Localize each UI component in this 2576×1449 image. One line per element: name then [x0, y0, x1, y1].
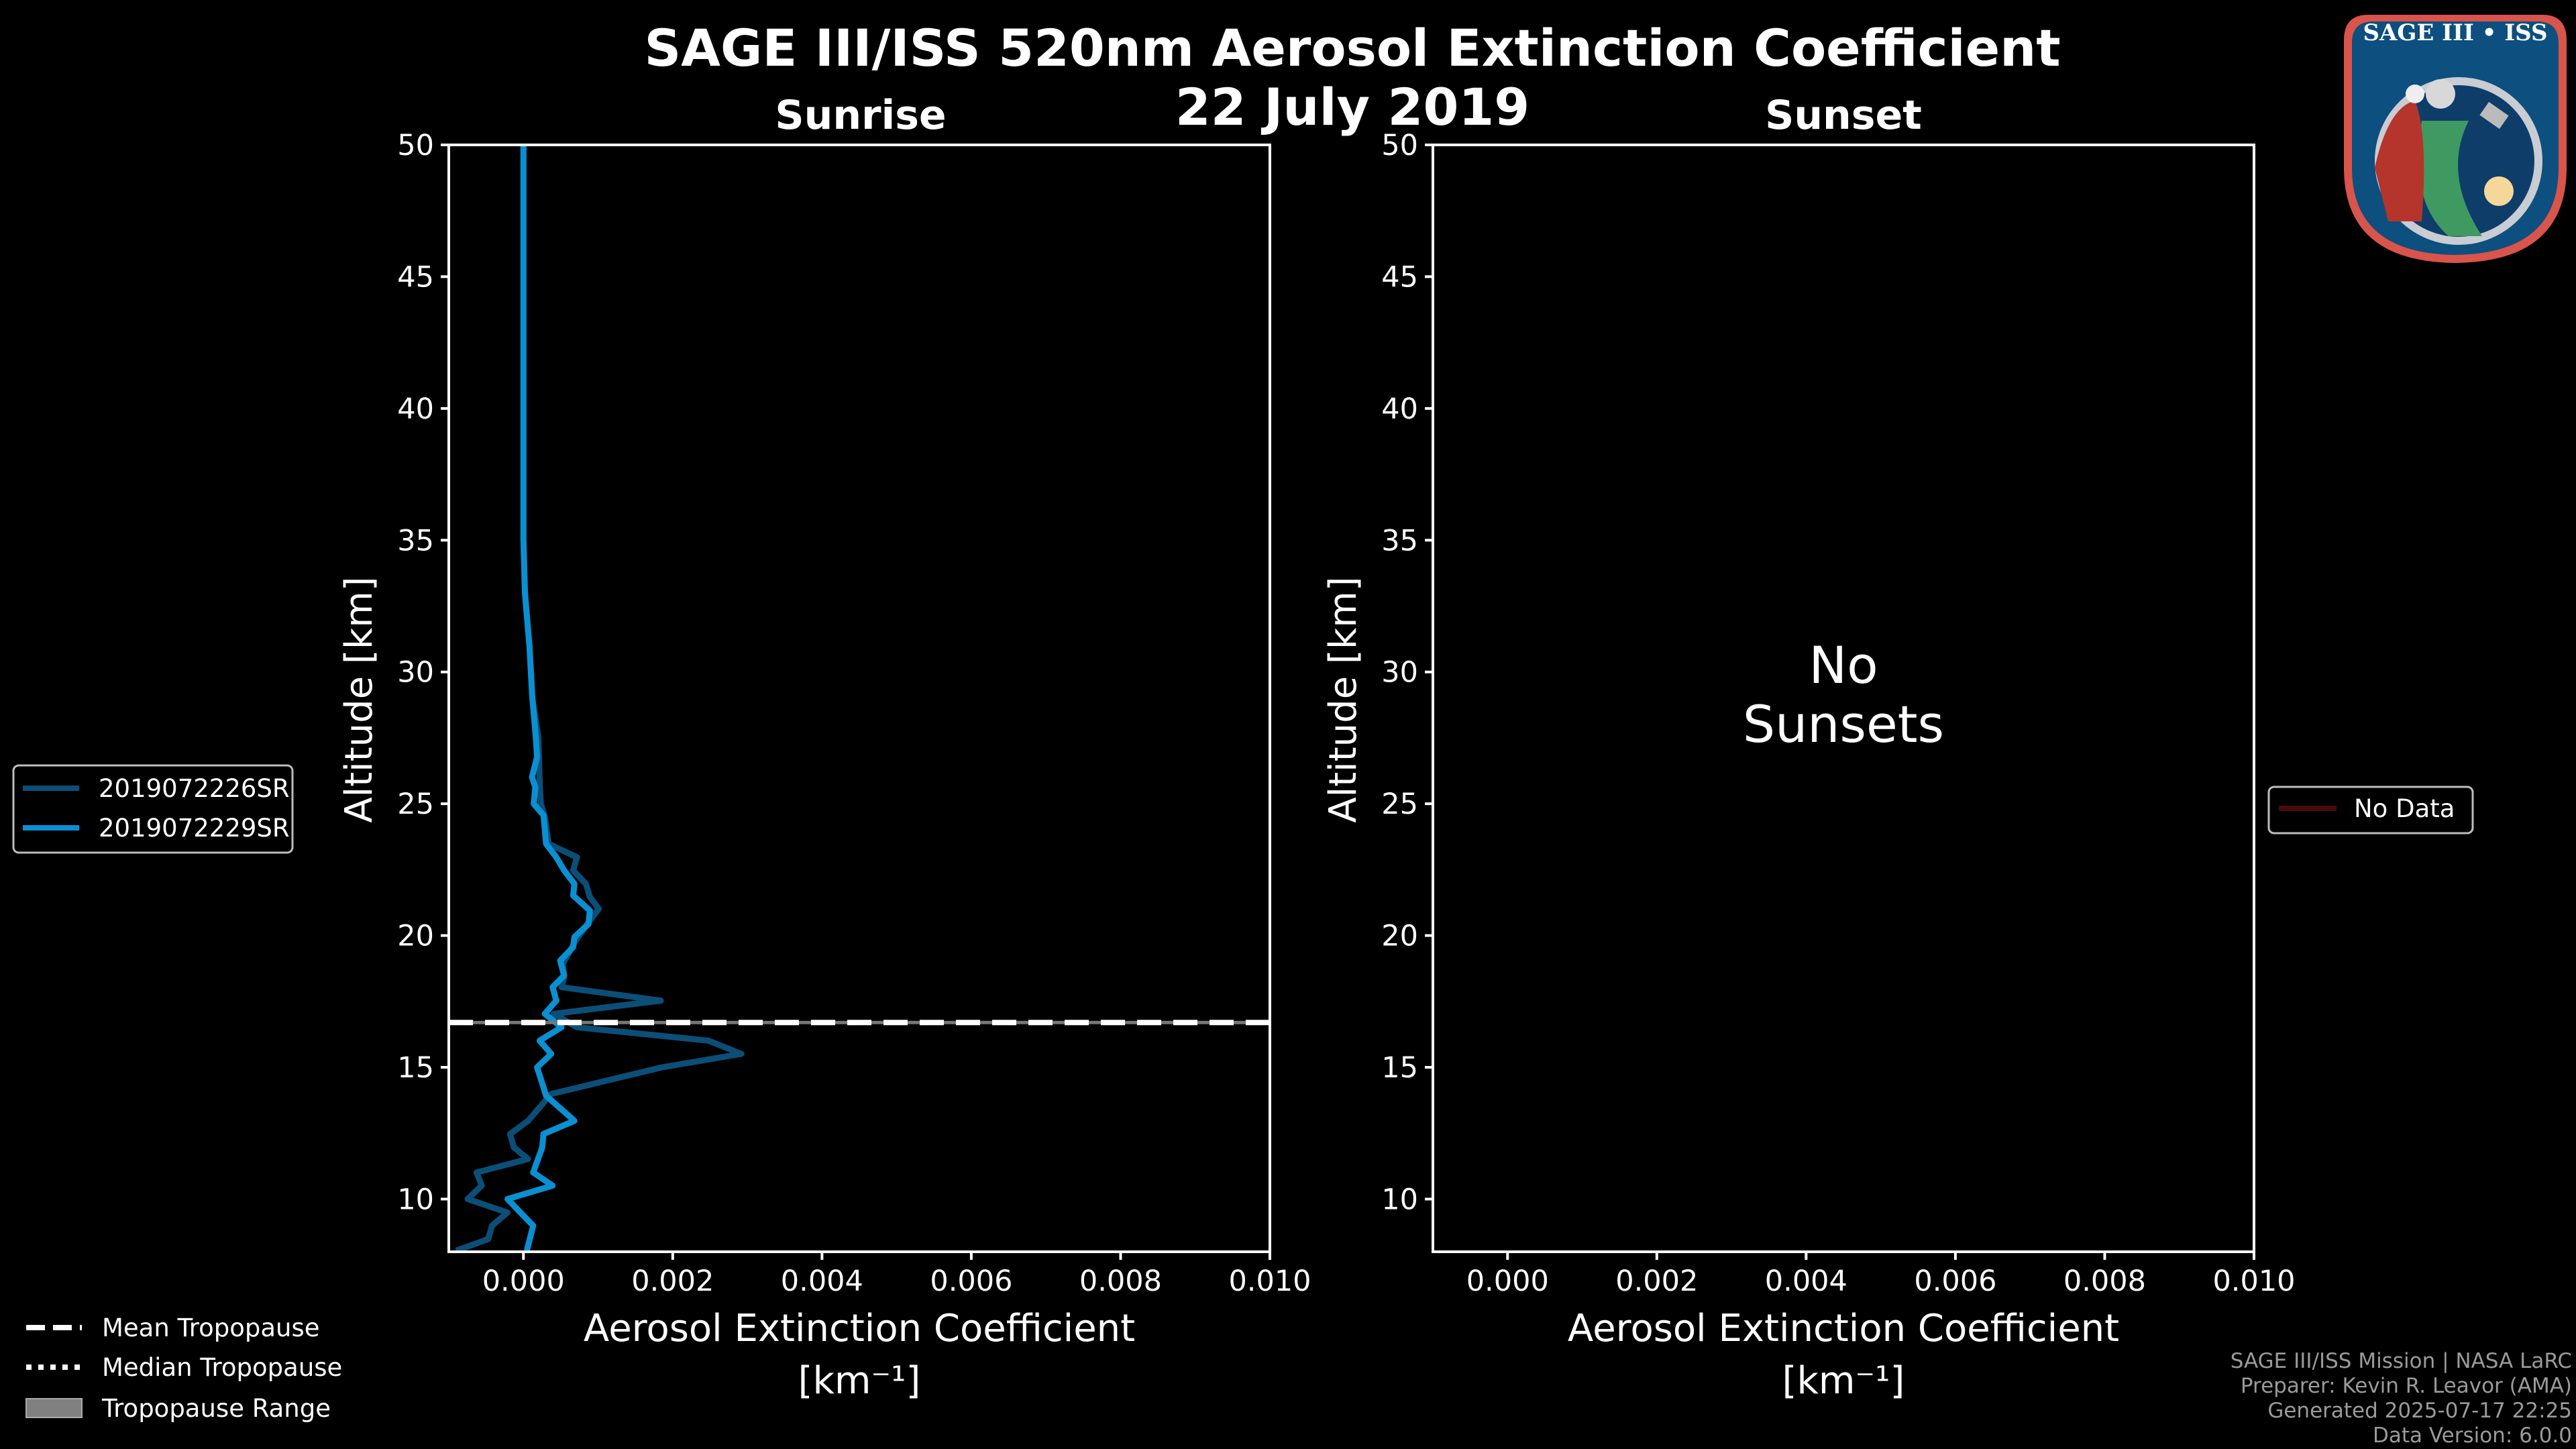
- mean-tropopause-label: Mean Tropopause: [102, 1313, 320, 1342]
- y-tick-label: 50: [1381, 129, 1418, 162]
- sunset-panel-title: Sunset: [1765, 92, 1922, 139]
- axes-frame: [1432, 144, 2255, 1253]
- x-tick-label: 0.008: [2063, 1265, 2146, 1298]
- y-axis-label: Altitude [km]: [1322, 576, 1365, 822]
- x-axis-unit: [km⁻¹]: [1782, 1359, 1905, 1403]
- x-tick-label: 0.008: [1079, 1265, 1162, 1298]
- logo-sage-figure: [2375, 101, 2424, 221]
- logo-iss: [2479, 101, 2509, 129]
- x-tick-label: 0.010: [2212, 1265, 2295, 1298]
- y-tick-label: 35: [397, 524, 434, 557]
- footer-data-version: Data Version: 6.0.0: [2373, 1424, 2572, 1448]
- y-tick-label: 25: [1381, 788, 1418, 821]
- x-axis-label: Aerosol Extinction Coefficient: [584, 1307, 1135, 1350]
- logo-title: SAGE III • ISS: [2363, 19, 2547, 46]
- y-axis-label: Altitude [km]: [337, 576, 381, 822]
- logo-moon: [2426, 79, 2455, 109]
- x-axis-label: Aerosol Extinction Coefficient: [1568, 1307, 2119, 1350]
- x-axis-unit: [km⁻¹]: [798, 1359, 921, 1403]
- x-tick-label: 0.000: [482, 1265, 565, 1298]
- logo-sun: [2484, 176, 2514, 206]
- y-tick-label: 15: [397, 1051, 434, 1085]
- x-tick-label: 0.006: [930, 1265, 1012, 1298]
- figure-title: SAGE III/ISS 520nm Aerosol Extinction Co…: [644, 18, 2060, 78]
- y-tick-label: 20: [1381, 920, 1418, 953]
- sunrise-legend: 2019072226SR 2019072229SR: [12, 764, 294, 854]
- legend-frame: [12, 764, 294, 854]
- legend-label-2019072229SR: 2019072229SR: [99, 814, 290, 843]
- y-tick-label: 45: [397, 260, 434, 294]
- y-tick-label: 25: [397, 788, 434, 821]
- y-tick-label: 50: [397, 129, 434, 162]
- x-tick-label: 0.010: [1228, 1265, 1311, 1298]
- y-tick-label: 10: [1381, 1183, 1418, 1216]
- tropopause-range-swatch: [25, 1398, 83, 1418]
- x-tick-label: 0.006: [1914, 1265, 1996, 1298]
- sage-iii-iss-mission-logo: SAGE III • ISS: [2344, 15, 2567, 263]
- sunset-legend: No Data: [2267, 786, 2474, 835]
- x-tick-label: 0.000: [1466, 1265, 1549, 1298]
- sunset-plot: 0.000 0.002 0.004 0.006 0.008 0.010 10 15 20 25 30…: [1322, 129, 2296, 1403]
- y-tick-label: 40: [397, 392, 434, 426]
- y-tick-label: 20: [397, 920, 434, 953]
- tropopause-legend: Mean Tropopause Median Tropopause Tropop…: [25, 1313, 342, 1423]
- y-tick-label: 45: [1381, 260, 1418, 294]
- figure-date: 22 July 2019: [1175, 77, 1529, 137]
- logo-earth: [2418, 121, 2482, 236]
- y-tick-label: 35: [1381, 524, 1418, 557]
- median-tropopause-label: Median Tropopause: [102, 1353, 342, 1382]
- y-tick-label: 10: [397, 1183, 434, 1216]
- x-tick-label: 0.004: [1765, 1265, 1847, 1298]
- series-line-2019072229SR: [504, 145, 593, 1252]
- legend-label-2019072226SR: 2019072226SR: [99, 774, 290, 803]
- legend-frame: [2267, 786, 2474, 835]
- x-tick-label: 0.004: [781, 1265, 863, 1298]
- y-tick-label: 15: [1381, 1051, 1418, 1085]
- sunrise-plot: 0.000 0.002 0.004 0.006 0.008 0.010 10 15 20 25 30…: [337, 129, 1311, 1403]
- y-tick-label: 30: [1381, 656, 1418, 690]
- footer-preparer: Preparer: Kevin R. Leavor (AMA): [2241, 1374, 2572, 1398]
- footer-mission: SAGE III/ISS Mission | NASA LaRC: [2231, 1349, 2572, 1373]
- x-tick-label: 0.002: [631, 1265, 714, 1298]
- footer-generated: Generated 2025-07-17 22:25: [2267, 1399, 2572, 1423]
- logo-sage-head: [2406, 85, 2424, 103]
- legend-label-no-data: No Data: [2354, 794, 2455, 823]
- axes-frame: [447, 144, 1271, 1253]
- x-tick-label: 0.002: [1615, 1265, 1698, 1298]
- no-sunsets-annotation-line2: Sunsets: [1743, 694, 1944, 754]
- tropopause-range-label: Tropopause Range: [101, 1394, 331, 1423]
- y-tick-label: 30: [397, 656, 434, 690]
- y-tick-label: 40: [1381, 392, 1418, 426]
- sunrise-panel-title: Sunrise: [775, 92, 946, 139]
- no-sunsets-annotation-line1: No: [1809, 635, 1878, 695]
- footer-credits: SAGE III/ISS Mission | NASA LaRC Prepare…: [2231, 1349, 2572, 1448]
